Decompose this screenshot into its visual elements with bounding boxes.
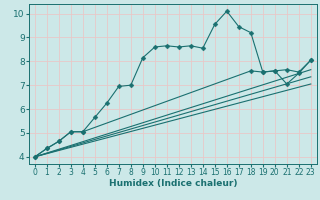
X-axis label: Humidex (Indice chaleur): Humidex (Indice chaleur) bbox=[108, 179, 237, 188]
